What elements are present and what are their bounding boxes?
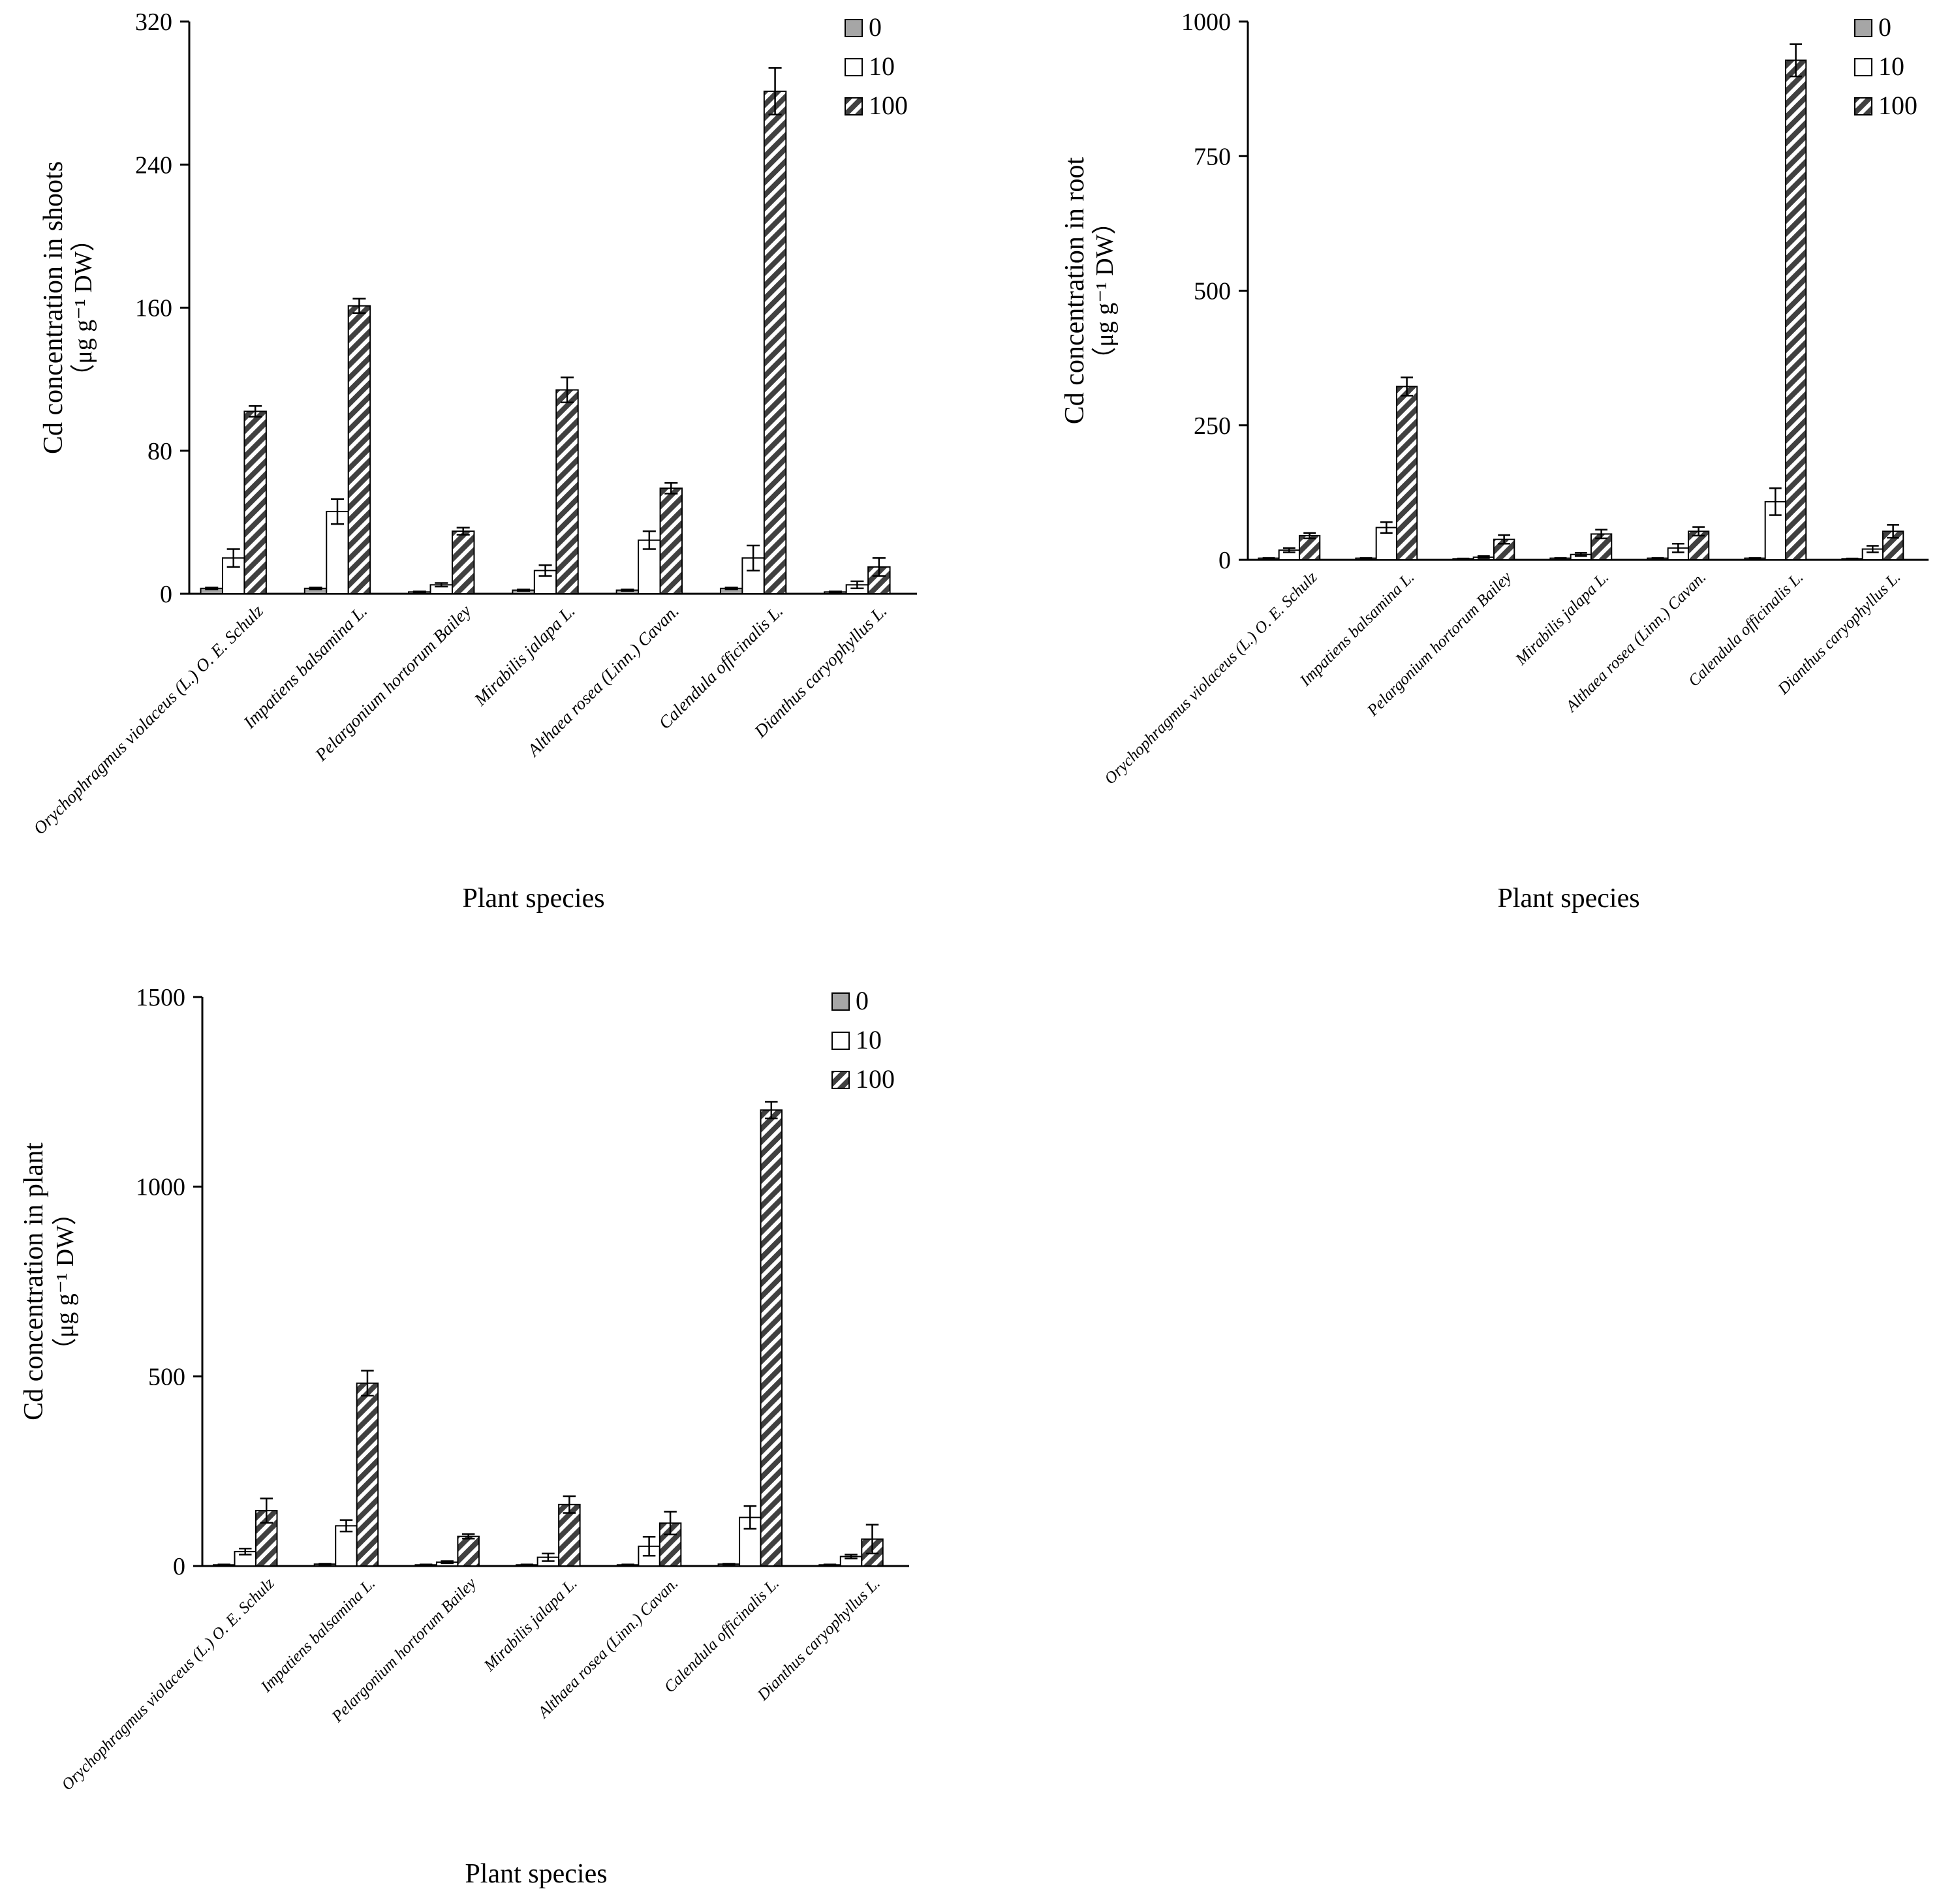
y-axis-unit: （μg g⁻¹ DW） bbox=[70, 226, 97, 388]
x-axis-label: Plant species bbox=[1497, 883, 1639, 914]
x-tick-label: Mirabilis jalapa L. bbox=[1512, 568, 1613, 669]
bar-plant-100-1 bbox=[356, 1382, 379, 1567]
x-tick-label: Mirabilis jalapa L. bbox=[480, 1574, 581, 1675]
legend-swatch-0 bbox=[1854, 19, 1872, 37]
x-tick-label: Orychophragmus violaceus (L.) O. E. Schu… bbox=[1101, 568, 1320, 788]
legend-swatch-10 bbox=[845, 58, 863, 76]
y-tick-label: 0 bbox=[160, 581, 172, 608]
legend-swatch-0 bbox=[845, 19, 863, 37]
legend-swatch-100 bbox=[831, 1071, 850, 1089]
x-tick-label: Mirabilis jalapa L. bbox=[470, 601, 579, 710]
bar-plant-100-5 bbox=[760, 1109, 783, 1567]
y-tick-label: 1000 bbox=[1181, 8, 1231, 36]
legend-swatch-10 bbox=[831, 1032, 850, 1050]
legend-label-0: 0 bbox=[869, 12, 882, 42]
legend-label-10: 10 bbox=[1878, 52, 1904, 81]
bar-plant-100-3 bbox=[558, 1503, 581, 1567]
legend-label-100: 100 bbox=[856, 1064, 895, 1094]
y-tick-label: 0 bbox=[173, 1553, 185, 1580]
bar-root-100-1 bbox=[1395, 386, 1418, 560]
y-tick-label: 160 bbox=[135, 295, 172, 322]
bar-root-100-0 bbox=[1298, 534, 1321, 560]
y-axis-label: Cd concentration in root bbox=[1060, 157, 1090, 424]
legend-swatch-100 bbox=[1854, 97, 1872, 115]
x-axis-label: Plant species bbox=[462, 883, 604, 914]
legend-swatch-100 bbox=[845, 97, 863, 115]
legend-label-100: 100 bbox=[1878, 91, 1917, 120]
x-tick-label: Calendula officinalis L. bbox=[661, 1574, 783, 1697]
bar-shoots-100-1 bbox=[347, 305, 371, 594]
legend-label-100: 100 bbox=[869, 91, 908, 120]
legend-label-0: 0 bbox=[856, 986, 869, 1015]
x-tick-label: Orychophragmus violaceus (L.) O. E. Schu… bbox=[58, 1574, 277, 1794]
chart-panel-shoots: 0 80 160 240 320 Cd concentration in shoots （μ… bbox=[29, 8, 917, 914]
legend-label-10: 10 bbox=[856, 1025, 882, 1054]
legend-label-10: 10 bbox=[869, 52, 895, 81]
x-tick-label: Impatiens balsamina L. bbox=[257, 1574, 379, 1696]
legend-swatch-0 bbox=[831, 992, 850, 1011]
bar-shoots-100-5 bbox=[763, 90, 787, 594]
y-tick-label: 1500 bbox=[136, 984, 185, 1011]
bar-root-100-5 bbox=[1784, 59, 1807, 560]
y-tick-label: 1000 bbox=[136, 1174, 185, 1201]
y-tick-label: 500 bbox=[1194, 278, 1231, 305]
legend-swatch-10 bbox=[1854, 58, 1872, 76]
x-tick-label: Orychophragmus violaceus (L.) O. E. Schu… bbox=[29, 601, 267, 838]
y-tick-label: 750 bbox=[1194, 143, 1231, 170]
bar-shoots-100-0 bbox=[243, 410, 267, 594]
y-tick-label: 80 bbox=[147, 438, 172, 465]
y-axis-unit: （μg g⁻¹ DW） bbox=[1091, 209, 1119, 371]
x-axis-label: Plant species bbox=[465, 1859, 607, 1889]
y-tick-label: 500 bbox=[148, 1363, 185, 1390]
y-tick-label: 240 bbox=[135, 151, 172, 179]
legend-label-0: 0 bbox=[1878, 12, 1891, 42]
bar-plant-100-2 bbox=[457, 1535, 480, 1567]
y-tick-label: 320 bbox=[135, 8, 172, 36]
bar-shoots-100-3 bbox=[555, 389, 579, 594]
y-tick-label: 250 bbox=[1194, 412, 1231, 440]
y-axis-label: Cd concentration in shoots bbox=[39, 161, 69, 454]
y-axis-label: Cd concentration in plant bbox=[19, 1143, 49, 1420]
bar-shoots-100-4 bbox=[659, 487, 683, 594]
y-axis-unit: （μg g⁻¹ DW） bbox=[52, 1201, 79, 1362]
y-tick-label: 0 bbox=[1218, 547, 1231, 574]
bar-shoots-100-2 bbox=[451, 530, 475, 594]
